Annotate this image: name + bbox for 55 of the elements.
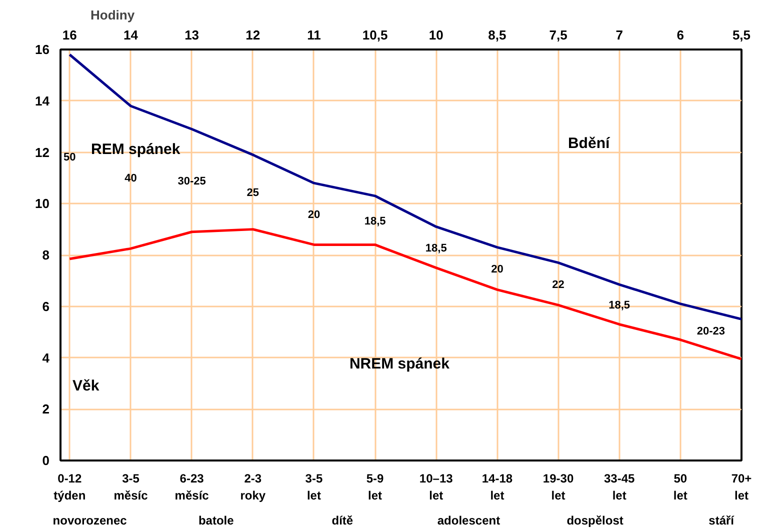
text: 7,5 — [549, 28, 568, 42]
annotation: 40 — [124, 172, 137, 184]
text: 5,5 — [732, 28, 751, 42]
text: 14 — [124, 28, 139, 42]
annotation: NREM spánek — [349, 356, 450, 373]
text: dítě — [332, 514, 354, 528]
text: 16 — [62, 28, 77, 42]
y-tick-label: 4 — [42, 350, 50, 366]
text: novorozenec — [52, 514, 128, 528]
x-tick-label: 2-3 roky — [240, 472, 266, 502]
x-tick-label: 0-12 týden — [54, 472, 86, 502]
text: 11 — [307, 28, 321, 42]
text: 10,5 — [362, 28, 388, 42]
x-tick-label: 3-5 měsíc — [114, 472, 148, 502]
y-tick-label: 6 — [42, 298, 50, 314]
annotation: 30-25 — [178, 176, 206, 188]
text: 12 — [246, 28, 260, 42]
y-tick-label: 2 — [42, 402, 50, 417]
x-tick-label: 33-45 let — [604, 472, 636, 502]
annotation: 50 — [64, 152, 76, 164]
text: 7 — [616, 28, 623, 42]
text: adolescent — [437, 514, 500, 528]
text: dospělost — [566, 514, 624, 528]
y-tick-label: 8 — [42, 248, 50, 262]
x-tick-label: 19-30 let — [542, 472, 574, 502]
x-tick-label: 70+ let — [731, 472, 752, 502]
annotation: 20-23 — [696, 325, 726, 338]
y-tick-label: 16 — [35, 42, 50, 57]
x-tick-label: 50 let — [673, 472, 688, 502]
annotation: 25 — [246, 187, 260, 200]
text: 10 — [428, 28, 444, 42]
annotation: REM spánek — [91, 141, 181, 158]
annotation: 22 — [552, 278, 564, 291]
text: 6 — [676, 28, 684, 42]
text: 13 — [184, 28, 200, 42]
x2-axis-title: Hodiny — [90, 8, 136, 22]
annotation: 20 — [491, 263, 504, 276]
x-tick-label: 3-5 let — [305, 472, 323, 502]
y-tick-label: 14 — [35, 93, 50, 108]
annotation: 20 — [308, 208, 320, 221]
annotation: 18,5 — [425, 242, 447, 254]
text: stáří — [708, 514, 735, 528]
y-tick-label: 12 — [35, 144, 50, 160]
x-axis-title: Věk — [72, 378, 100, 394]
x-tick-label: 10–13 let — [419, 472, 454, 502]
y-tick-label: 10 — [35, 196, 50, 212]
x-tick-label: 6-23 měsíc — [174, 472, 210, 502]
annotation: 18,5 — [364, 215, 386, 228]
annotation: 18,5 — [608, 299, 630, 312]
annotation: Bdění — [568, 134, 610, 152]
y-tick-label: 0 — [42, 453, 50, 468]
x-tick-label: 5-9 let — [366, 472, 384, 502]
text: 8,5 — [488, 28, 506, 42]
text: batole — [198, 514, 234, 528]
x-tick-label: 14-18 let — [482, 472, 513, 502]
